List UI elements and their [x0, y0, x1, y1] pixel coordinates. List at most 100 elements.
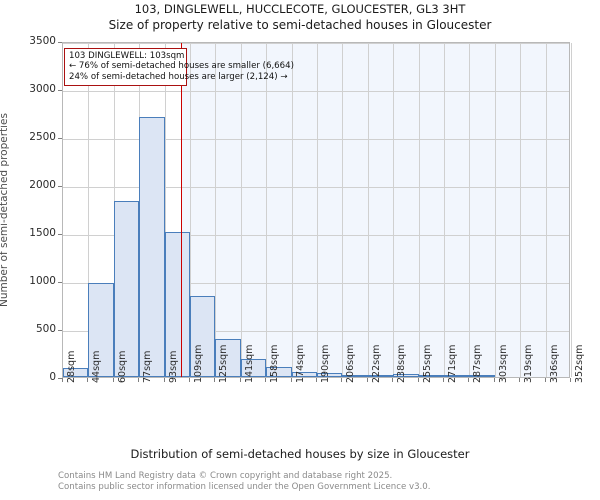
x-tick-label: 336sqm [548, 344, 560, 383]
histogram-bar [291, 371, 317, 377]
gridline-vertical [215, 43, 217, 377]
x-tick-label: 271sqm [447, 344, 458, 383]
x-tick-mark [417, 378, 419, 382]
chart-title-line2: Size of property relative to semi-detach… [108, 18, 492, 32]
histogram-bar [215, 338, 241, 377]
gridline-vertical [494, 43, 496, 377]
y-tick-label: 3500 [29, 35, 56, 47]
x-tick-mark [62, 378, 63, 382]
x-tick-label: 93sqm [167, 350, 179, 383]
gridline-horizontal [63, 331, 569, 332]
gridline-vertical [520, 43, 522, 377]
y-tick-label: 3000 [29, 83, 56, 95]
chart-titles: 103, DINGLEWELL, HUCCLECOTE, GLOUCESTER,… [0, 2, 600, 33]
x-tick-label: 222sqm [370, 344, 382, 383]
histogram-bar [63, 368, 89, 377]
x-tick-mark [112, 378, 114, 382]
x-tick-mark [189, 378, 190, 382]
x-tick-label: 238sqm [396, 344, 408, 383]
gridline-vertical [444, 43, 445, 377]
x-tick-label: 125sqm [218, 344, 230, 383]
x-tick-label: 141sqm [243, 344, 255, 383]
y-tick-mark [58, 330, 62, 331]
x-tick-label: 287sqm [472, 344, 484, 383]
histogram-bars [63, 43, 569, 377]
histogram-bar [367, 375, 394, 377]
histogram-bar [393, 374, 419, 377]
x-tick-mark [214, 378, 216, 382]
property-annotation-box: 103 DINGLEWELL: 103sqm ← 76% of semi-det… [64, 48, 294, 87]
histogram-bar [469, 375, 495, 377]
x-tick-label: 352sqm [574, 344, 585, 383]
histogram-bar [317, 373, 343, 377]
gridline-vertical [240, 43, 242, 377]
gridline-vertical [164, 43, 166, 377]
x-tick-mark [341, 378, 343, 382]
y-tick-mark [58, 90, 62, 91]
x-tick-mark [239, 378, 241, 382]
x-tick-label: 190sqm [320, 344, 331, 383]
gridline-vertical [545, 43, 547, 377]
x-tick-label: 206sqm [345, 344, 357, 383]
x-tick-mark [87, 378, 89, 382]
gridline-vertical [393, 43, 395, 377]
larger-region-shading [180, 43, 569, 377]
y-tick-label: 2000 [29, 179, 56, 191]
x-tick-mark [163, 378, 165, 382]
footer-line1: Contains HM Land Registry data © Crown c… [58, 471, 393, 481]
x-tick-mark [519, 378, 521, 382]
histogram-bar [139, 117, 165, 377]
x-tick-mark [570, 378, 571, 382]
y-tick-mark [58, 186, 62, 187]
histogram-bar [418, 375, 444, 377]
histogram-bar [444, 375, 470, 377]
x-tick-label: 255sqm [421, 344, 433, 383]
x-tick-mark [468, 378, 470, 382]
histogram-bar [88, 283, 114, 377]
gridline-horizontal [63, 91, 569, 92]
annotation-line3: 24% of semi-detached houses are larger (… [69, 71, 288, 82]
histogram-bar [164, 232, 190, 377]
gridline-vertical [266, 43, 268, 377]
x-tick-mark [366, 378, 368, 382]
y-tick-label: 1500 [29, 227, 56, 239]
footer-line2: Contains public sector information licen… [58, 481, 431, 492]
x-tick-label: 109sqm [193, 344, 204, 383]
x-tick-mark [544, 378, 546, 382]
gridline-horizontal [63, 283, 569, 284]
y-tick-label: 1000 [29, 275, 56, 287]
chart-title-line1: 103, DINGLEWELL, HUCCLECOTE, GLOUCESTER,… [134, 2, 466, 16]
gridline-horizontal [63, 187, 569, 188]
x-tick-label: 28sqm [66, 350, 77, 383]
footer-attribution: Contains HM Land Registry data © Crown c… [58, 471, 578, 492]
x-tick-mark [392, 378, 394, 382]
x-tick-mark [138, 378, 140, 382]
y-tick-mark [58, 282, 62, 283]
x-tick-mark [290, 378, 292, 382]
gridline-horizontal [63, 139, 569, 140]
y-tick-mark [58, 378, 62, 379]
histogram-bar [113, 201, 140, 377]
annotation-line1: 103 DINGLEWELL: 103sqm [69, 51, 185, 61]
x-tick-label: 77sqm [142, 350, 154, 383]
y-tick-mark [58, 234, 62, 235]
x-axis-label: Distribution of semi-detached houses by … [130, 447, 470, 461]
x-tick-label: 44sqm [91, 350, 103, 383]
gridline-vertical [571, 43, 572, 377]
histogram-bar [266, 366, 292, 377]
gridline-vertical [418, 43, 420, 377]
x-tick-mark [265, 378, 267, 382]
y-tick-label: 2500 [29, 131, 56, 143]
gridline-horizontal [63, 43, 569, 44]
x-tick-label: 319sqm [523, 344, 535, 383]
gridline-vertical [342, 43, 344, 377]
x-tick-mark [443, 378, 444, 382]
gridline-vertical [88, 43, 90, 377]
gridline-horizontal [63, 235, 569, 236]
x-tick-mark [493, 378, 495, 382]
property-size-marker-line [180, 43, 183, 377]
gridline-vertical [367, 43, 369, 377]
x-tick-label: 158sqm [269, 344, 281, 383]
gridline-vertical [291, 43, 293, 377]
x-tick-label: 60sqm [116, 350, 128, 383]
